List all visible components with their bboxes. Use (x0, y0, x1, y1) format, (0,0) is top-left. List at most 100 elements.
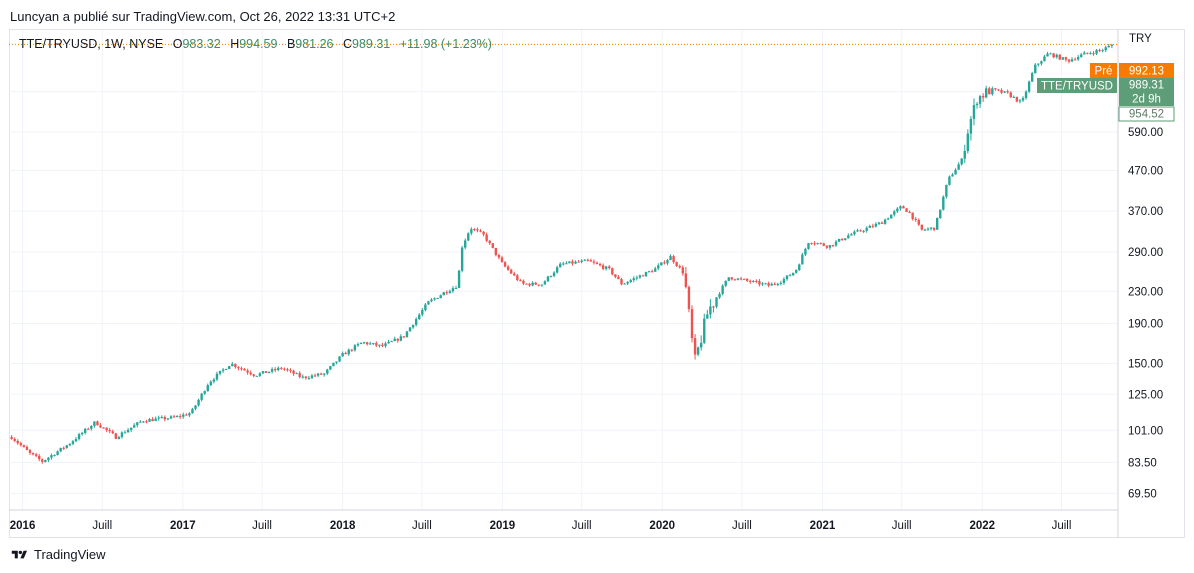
candle-body (261, 371, 265, 374)
price-tick-label: 370.00 (1128, 206, 1163, 218)
candle-body (56, 451, 59, 456)
candle-body (893, 211, 896, 215)
candle-body (877, 222, 881, 224)
time-tick-label: 2017 (170, 520, 196, 532)
candle-body (972, 105, 976, 119)
candle-body (445, 292, 449, 294)
candle-body (831, 245, 835, 247)
candle-body (534, 282, 537, 285)
countdown-badge (1119, 92, 1174, 106)
candle-body (1024, 91, 1028, 99)
candle-body (136, 422, 139, 426)
price-tick-label: 101.00 (1128, 425, 1163, 437)
candle-body (338, 356, 341, 362)
symbol-tag-badge-text: TTE/TRYUSD (1041, 81, 1113, 93)
candle-body (258, 373, 262, 376)
candle-body (727, 277, 730, 281)
candle-body (644, 271, 648, 277)
candle-body (405, 331, 409, 337)
candle-body (166, 418, 170, 420)
candle-body (1092, 53, 1095, 55)
candle-body (1027, 81, 1031, 92)
candle-body (1064, 57, 1068, 60)
candle-body (1006, 91, 1009, 93)
candle-body (1107, 45, 1111, 48)
candle-body (1061, 57, 1065, 60)
candle-body (663, 262, 666, 264)
candle-body (715, 297, 718, 307)
candle-body (555, 267, 559, 273)
candle-body (681, 267, 685, 274)
candle-body (1046, 53, 1049, 57)
candle-body (531, 282, 534, 286)
candle-body (908, 211, 911, 213)
candle-body (755, 280, 758, 282)
candle-body (1058, 54, 1061, 60)
candle-body (154, 418, 157, 422)
candle-body (779, 282, 783, 284)
published-by-header: Luncyan a publié sur TradingView.com, Oc… (10, 9, 396, 24)
candle-body (384, 343, 387, 347)
candle-body (939, 209, 942, 218)
candle-body (145, 421, 148, 423)
candle-body (785, 275, 789, 280)
candle-body (280, 367, 283, 369)
candle-body (592, 261, 596, 263)
candle-body (736, 278, 740, 280)
candle-body (552, 272, 556, 276)
candle-body (234, 363, 237, 368)
candle-body (522, 280, 525, 284)
candle-body (886, 218, 890, 220)
candle-body (822, 243, 825, 246)
candle-body (120, 432, 124, 438)
candle-body (16, 440, 19, 444)
candle-body (693, 338, 697, 355)
candle-body (467, 233, 470, 241)
candle-body (71, 441, 75, 444)
candle-body (228, 366, 231, 370)
candle-body (1095, 50, 1098, 54)
candle-body (185, 414, 188, 416)
price-tick-label: 290.00 (1128, 247, 1163, 259)
candle-body (442, 292, 445, 296)
candle-body (890, 214, 893, 219)
candle-body (807, 243, 810, 249)
candle-body (503, 262, 507, 267)
candle-body (182, 414, 185, 417)
candle-body (53, 455, 56, 457)
candle-body (837, 238, 841, 242)
candle-body (188, 413, 191, 416)
candle-body (62, 447, 65, 449)
candle-body (601, 265, 605, 269)
candle-body (203, 391, 206, 394)
price-tick-label: 190.00 (1128, 319, 1163, 331)
candle-body (675, 262, 678, 267)
candle-body (733, 279, 737, 281)
candle-body (221, 369, 225, 371)
candle-body (598, 263, 602, 266)
candle-body (286, 369, 289, 371)
tradingview-footer[interactable]: TradingView (10, 547, 106, 562)
candle-body (767, 283, 770, 286)
candle-body (638, 275, 642, 278)
candle-body (433, 298, 436, 300)
price-tick-label: 69.50 (1128, 488, 1157, 500)
candle-body (614, 274, 617, 277)
candlestick-series (10, 43, 1114, 464)
pre-label-badge (1090, 63, 1117, 78)
candle-body (978, 95, 982, 104)
pre-label-badge-text: Pré (1095, 66, 1113, 78)
candle-body (464, 240, 467, 248)
candle-body (378, 344, 381, 346)
candle-body (133, 425, 136, 428)
candle-body (41, 459, 44, 462)
reference-value-badge (1118, 106, 1175, 122)
open-value: 983.32 (182, 37, 221, 51)
candle-body (83, 428, 87, 433)
time-tick-label: Juill (92, 520, 112, 532)
candle-body (770, 283, 773, 286)
price-tick-label: 470.00 (1128, 166, 1163, 178)
candle-body (635, 277, 639, 279)
candle-body (375, 343, 378, 346)
